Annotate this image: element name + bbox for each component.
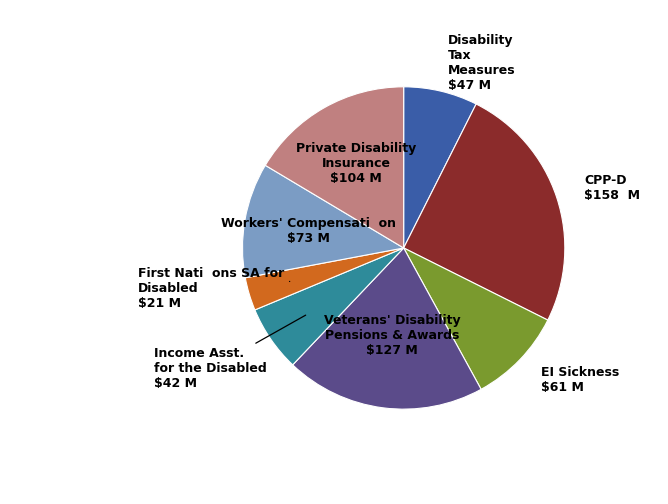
Text: EI Sickness
$61 M: EI Sickness $61 M bbox=[540, 366, 619, 394]
Wedge shape bbox=[403, 104, 565, 320]
Wedge shape bbox=[403, 87, 476, 248]
Text: Income Asst.
for the Disabled
$42 M: Income Asst. for the Disabled $42 M bbox=[154, 315, 306, 390]
Text: Disability
Tax
Measures
$47 M: Disability Tax Measures $47 M bbox=[448, 34, 515, 92]
Wedge shape bbox=[245, 248, 403, 310]
Text: Workers' Compensati  on
$73 M: Workers' Compensati on $73 M bbox=[221, 217, 396, 245]
Wedge shape bbox=[255, 248, 403, 365]
Wedge shape bbox=[265, 87, 403, 248]
Wedge shape bbox=[403, 248, 548, 389]
Wedge shape bbox=[293, 248, 481, 409]
Text: Private Disability
Insurance
$104 M: Private Disability Insurance $104 M bbox=[296, 142, 416, 185]
Text: Veterans' Disability
Pensions & Awards
$127 M: Veterans' Disability Pensions & Awards $… bbox=[324, 314, 460, 357]
Wedge shape bbox=[242, 165, 403, 278]
Text: First Nati  ons SA for
Disabled
$21 M: First Nati ons SA for Disabled $21 M bbox=[138, 267, 290, 310]
Text: CPP-D
$158  M: CPP-D $158 M bbox=[584, 174, 640, 202]
